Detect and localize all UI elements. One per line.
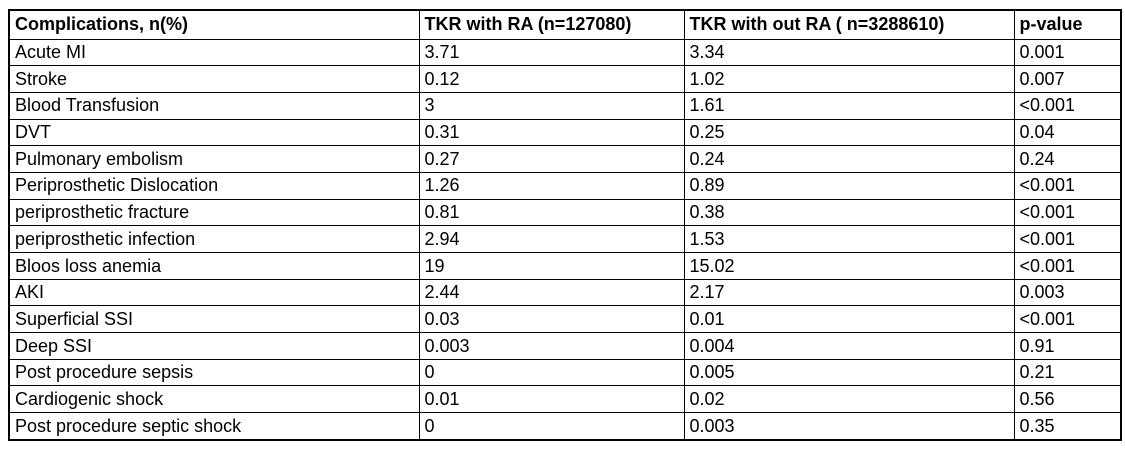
tkr-without-ra-value-cell: 3.34: [683, 38, 1015, 67]
complication-name-cell: Blood Transfusion: [8, 91, 420, 120]
p-value-cell: <0.001: [1013, 225, 1122, 253]
tkr-without-ra-value-cell: 0.005: [683, 358, 1015, 387]
column-header-p-value: p-value: [1013, 9, 1122, 40]
table-row: periprosthetic infection 2.94 1.53 <0.00…: [8, 225, 1122, 253]
p-value-cell: <0.001: [1013, 91, 1122, 120]
tkr-with-ra-value-cell: 0: [418, 412, 685, 441]
complication-name-cell: Periprosthetic Dislocation: [8, 171, 420, 200]
tkr-with-ra-value-cell: 3.71: [418, 38, 685, 67]
table-row: Periprosthetic Dislocation 1.26 0.89 <0.…: [8, 171, 1122, 200]
p-value-cell: 0.56: [1013, 385, 1122, 414]
table-row: Stroke 0.12 1.02 0.007: [8, 65, 1122, 93]
complication-name-cell: Pulmonary embolism: [8, 145, 420, 173]
p-value-cell: <0.001: [1013, 171, 1122, 200]
tkr-without-ra-value-cell: 1.02: [683, 65, 1015, 93]
tkr-without-ra-value-cell: 0.25: [683, 118, 1015, 147]
complication-name-cell: Bloos loss anemia: [8, 252, 420, 280]
tkr-with-ra-value-cell: 19: [418, 252, 685, 280]
tkr-without-ra-value-cell: 1.53: [683, 225, 1015, 253]
table-row: Acute MI 3.71 3.34 0.001: [8, 38, 1122, 67]
table-row: Blood Transfusion 3 1.61 <0.001: [8, 91, 1122, 120]
complication-name-cell: Post procedure sepsis: [8, 358, 420, 387]
tkr-without-ra-value-cell: 0.004: [683, 332, 1015, 360]
column-header-tkr-with-ra: TKR with RA (n=127080): [418, 9, 685, 40]
table-row: Deep SSI 0.003 0.004 0.91: [8, 332, 1122, 360]
tkr-with-ra-value-cell: 0.003: [418, 332, 685, 360]
tkr-without-ra-value-cell: 0.89: [683, 171, 1015, 200]
p-value-cell: <0.001: [1013, 252, 1122, 280]
complication-name-cell: DVT: [8, 118, 420, 147]
tkr-without-ra-value-cell: 2.17: [683, 278, 1015, 307]
tkr-with-ra-value-cell: 3: [418, 91, 685, 120]
complication-name-cell: Acute MI: [8, 38, 420, 67]
tkr-without-ra-value-cell: 0.003: [683, 412, 1015, 441]
p-value-cell: 0.35: [1013, 412, 1122, 441]
column-header-complications: Complications, n(%): [8, 9, 420, 40]
p-value-cell: 0.91: [1013, 332, 1122, 360]
p-value-cell: 0.003: [1013, 278, 1122, 307]
table-row: Post procedure septic shock 0 0.003 0.35: [8, 412, 1122, 441]
tkr-with-ra-value-cell: 1.26: [418, 171, 685, 200]
complication-name-cell: periprosthetic infection: [8, 225, 420, 253]
tkr-with-ra-value-cell: 0.27: [418, 145, 685, 173]
table-row: Bloos loss anemia 19 15.02 <0.001: [8, 252, 1122, 280]
tkr-with-ra-value-cell: 2.44: [418, 278, 685, 307]
table-row: Post procedure sepsis 0 0.005 0.21: [8, 358, 1122, 387]
table-row: periprosthetic fracture 0.81 0.38 <0.001: [8, 198, 1122, 227]
complication-name-cell: AKI: [8, 278, 420, 307]
tkr-with-ra-value-cell: 0.01: [418, 385, 685, 414]
tkr-without-ra-value-cell: 1.61: [683, 91, 1015, 120]
complication-name-cell: Post procedure septic shock: [8, 412, 420, 441]
tkr-with-ra-value-cell: 0: [418, 358, 685, 387]
tkr-with-ra-value-cell: 0.12: [418, 65, 685, 93]
tkr-without-ra-value-cell: 0.02: [683, 385, 1015, 414]
header-row: Complications, n(%) TKR with RA (n=12708…: [8, 9, 1122, 40]
p-value-cell: <0.001: [1013, 198, 1122, 227]
complication-name-cell: Stroke: [8, 65, 420, 93]
column-header-tkr-without-ra: TKR with out RA ( n=3288610): [683, 9, 1015, 40]
table-row: DVT 0.31 0.25 0.04: [8, 118, 1122, 147]
p-value-cell: 0.21: [1013, 358, 1122, 387]
table-row: Pulmonary embolism 0.27 0.24 0.24: [8, 145, 1122, 173]
complication-name-cell: Superficial SSI: [8, 305, 420, 334]
complication-name-cell: Deep SSI: [8, 332, 420, 360]
complication-name-cell: periprosthetic fracture: [8, 198, 420, 227]
table-row: Cardiogenic shock 0.01 0.02 0.56: [8, 385, 1122, 414]
p-value-cell: 0.007: [1013, 65, 1122, 93]
tkr-without-ra-value-cell: 0.01: [683, 305, 1015, 334]
p-value-cell: <0.001: [1013, 305, 1122, 334]
tkr-without-ra-value-cell: 0.24: [683, 145, 1015, 173]
p-value-cell: 0.001: [1013, 38, 1122, 67]
table-row: Superficial SSI 0.03 0.01 <0.001: [8, 305, 1122, 334]
p-value-cell: 0.24: [1013, 145, 1122, 173]
tkr-without-ra-value-cell: 15.02: [683, 252, 1015, 280]
complication-name-cell: Cardiogenic shock: [8, 385, 420, 414]
table-row: AKI 2.44 2.17 0.003: [8, 278, 1122, 307]
tkr-without-ra-value-cell: 0.38: [683, 198, 1015, 227]
complications-table: Complications, n(%) TKR with RA (n=12708…: [8, 9, 1122, 441]
tkr-with-ra-value-cell: 2.94: [418, 225, 685, 253]
p-value-cell: 0.04: [1013, 118, 1122, 147]
tkr-with-ra-value-cell: 0.03: [418, 305, 685, 334]
tkr-with-ra-value-cell: 0.31: [418, 118, 685, 147]
tkr-with-ra-value-cell: 0.81: [418, 198, 685, 227]
